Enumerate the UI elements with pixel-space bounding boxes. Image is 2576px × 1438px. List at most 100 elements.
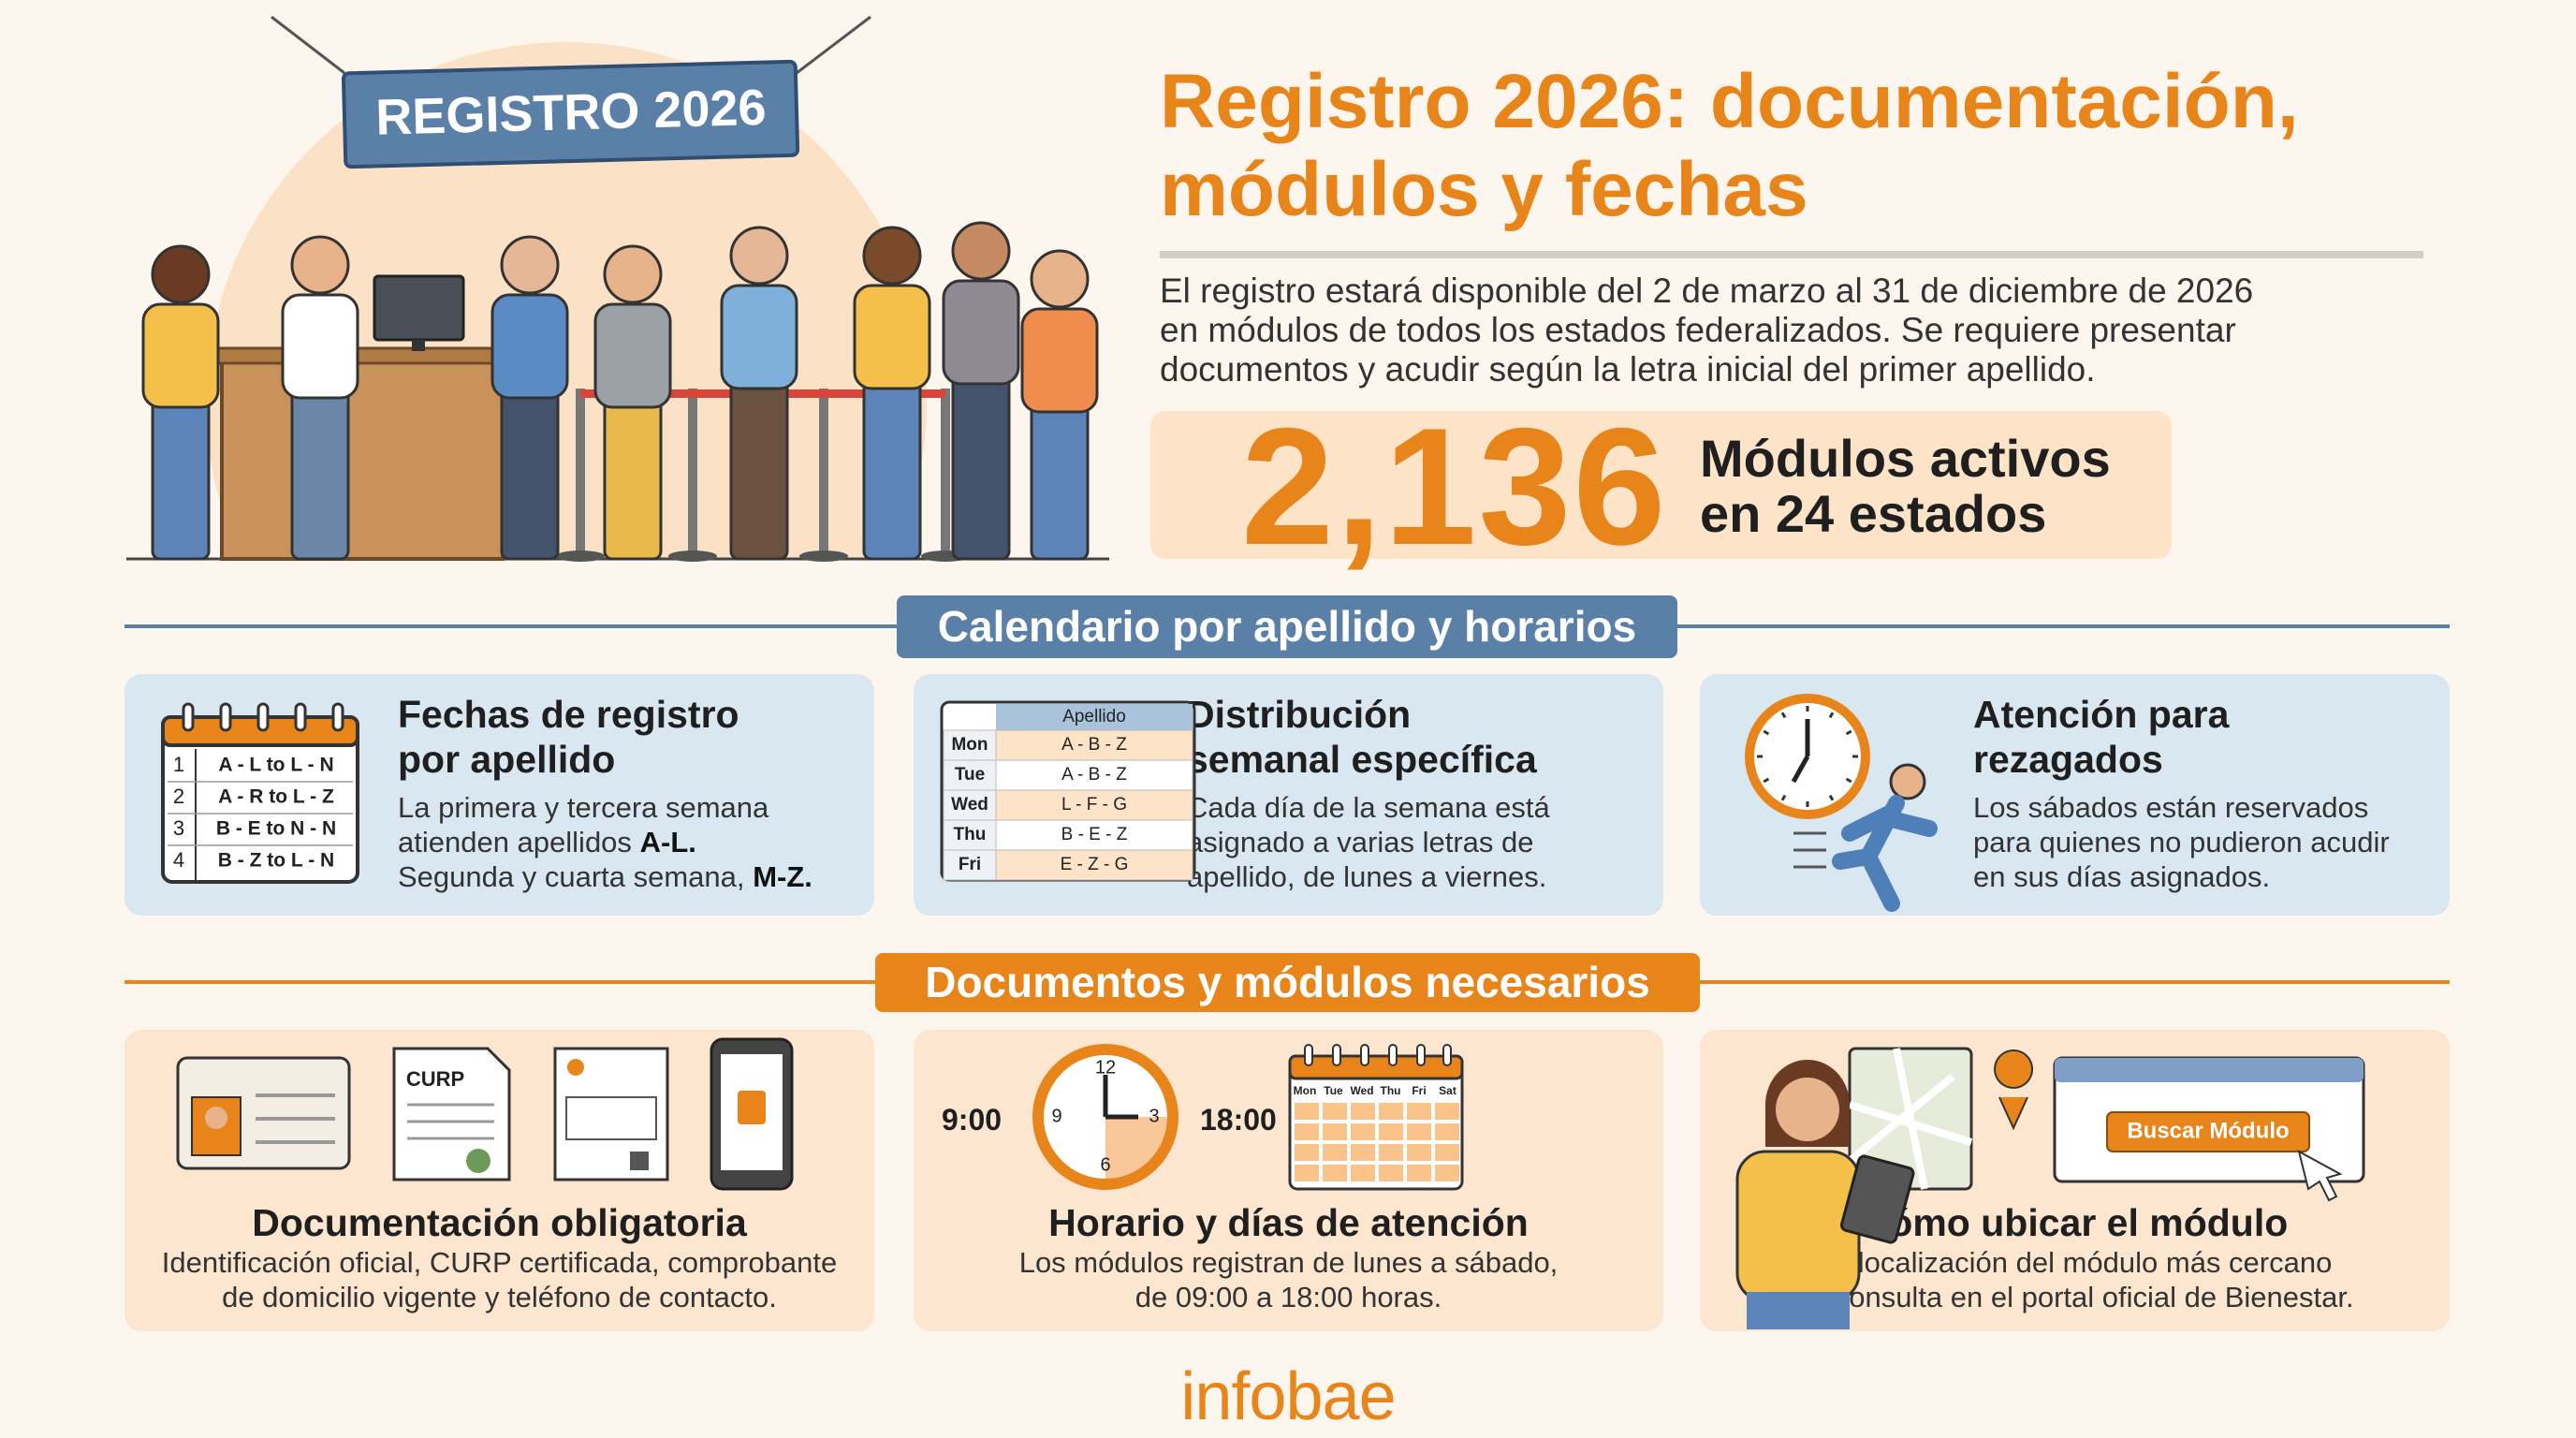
calendar-row-range: B - E to N - N — [216, 818, 336, 840]
card-text-line: asignado a varias letras de — [1187, 825, 1534, 859]
stanchion — [688, 389, 697, 557]
doc-seal — [466, 1149, 490, 1173]
week-cell — [1407, 1144, 1431, 1161]
card-text-bold: M-Z. — [753, 860, 812, 893]
card-title: Atención para — [1973, 693, 2230, 736]
person-body — [942, 279, 1020, 386]
card-title: semanal específica — [1187, 738, 1537, 781]
calendar-row-range: B - Z to L - N — [218, 850, 334, 872]
person-head — [603, 244, 663, 304]
stanchion-base — [556, 550, 605, 562]
search-button-text: Buscar Módulo — [2127, 1118, 2289, 1143]
monitor-stand — [412, 340, 425, 351]
proof-logo — [567, 1059, 584, 1076]
table-day: Fri — [959, 855, 981, 874]
weekly-table-icon: Apellido Mon A - B - Z Tue A - B - Z Wed L - F… — [940, 700, 1196, 882]
banner — [341, 59, 800, 169]
calendar-row-number: 1 — [173, 753, 184, 776]
person-head — [500, 235, 560, 295]
documents-card: Documentación obligatoria Identificación … — [124, 1030, 874, 1331]
table-day-cell — [943, 729, 997, 761]
calendar-ring — [182, 702, 195, 732]
card-title: rezagados — [1973, 738, 2163, 781]
clock-tick — [1763, 777, 1770, 784]
table-row — [995, 789, 1193, 821]
curp-label: CURP — [406, 1067, 464, 1091]
stanchion-base — [668, 550, 717, 562]
week-day: Fri — [1412, 1084, 1426, 1097]
card-text-line: Los módulos registran de lunes a sábado, — [1018, 1246, 1559, 1279]
card-text-line: en sus días asignados. — [1973, 859, 2270, 894]
calendar-icon: 1 A - L to L - N 2 A - R to L - Z 3 B - E to … — [161, 702, 359, 884]
card-title: Cómo ubicar el módulo — [1861, 1201, 2289, 1244]
clock-tick — [1780, 712, 1787, 719]
person-head — [862, 226, 922, 286]
card-text: en sus días asignados. — [1973, 860, 2271, 893]
table-row — [995, 759, 1193, 791]
card-text: La primera y tercera semana — [398, 791, 769, 824]
table-letters: L - F - G — [1061, 795, 1127, 814]
card-text: Segunda y cuarta semana, — [398, 860, 745, 893]
card-text: Cada día de la semana está — [1187, 791, 1550, 824]
person-head — [1030, 249, 1090, 309]
calendar-ring — [294, 702, 307, 732]
card-text: apellido, de lunes a viernes. — [1187, 860, 1547, 893]
intro-line: El registro estará disponible del 2 de m… — [1160, 271, 2254, 310]
curp-doc — [392, 1047, 511, 1181]
section-heading: Calendario por apellido y horarios — [897, 594, 1677, 658]
card-text-line: La primera y tercera semana — [398, 790, 768, 825]
schedule-card: Distribución semanal específica Cada día d… — [914, 674, 1663, 916]
clock-number: 9 — [1051, 1106, 1061, 1126]
banner-rope — [796, 15, 871, 75]
clock-tick — [1845, 729, 1852, 736]
title-line: Registro 2026: documentación, — [1160, 59, 2299, 144]
week-cell — [1379, 1144, 1403, 1161]
person-body — [593, 302, 672, 409]
week-cell — [1407, 1165, 1431, 1181]
card-title: por apellido — [398, 738, 616, 781]
card-text: atienden apellidos — [398, 826, 632, 858]
calendar-row-range: A - L to L - N — [218, 755, 333, 776]
phone-contact — [738, 1091, 766, 1124]
week-cell — [1351, 1144, 1375, 1161]
clock-tick — [1763, 729, 1770, 736]
card-text: para quienes no pudieron acudir — [1973, 826, 2390, 858]
section-heading: Documentos y módulos necesarios — [875, 952, 1700, 1012]
person-body — [141, 302, 220, 409]
desk-top — [212, 346, 513, 365]
table-day: Mon — [951, 735, 988, 755]
clock-number: 6 — [1100, 1154, 1110, 1175]
stanchion — [576, 389, 585, 557]
search-button — [2106, 1111, 2310, 1152]
table-row — [995, 849, 1193, 881]
documents-icons: CURP — [176, 1037, 794, 1191]
person-body — [1020, 307, 1099, 414]
person-legs — [862, 373, 922, 561]
person-body — [281, 293, 359, 400]
week-cell — [1379, 1103, 1403, 1120]
calendar-ring — [219, 702, 232, 732]
card-text-line: para quienes no pudieron acudir — [1973, 825, 2390, 859]
stanchion — [819, 389, 828, 557]
woman-head — [1776, 1078, 1839, 1141]
calendar-ring — [1360, 1044, 1369, 1066]
card-title: Fechas de registro — [398, 693, 739, 736]
documents-card: Horario y días de atención Los módulos re… — [914, 1030, 1663, 1331]
map-roads — [1847, 1048, 1973, 1190]
week-cell — [1379, 1123, 1403, 1140]
browser-bar — [2055, 1058, 2364, 1082]
footer-logo: infobae — [1180, 1359, 1396, 1434]
person-legs — [500, 382, 560, 561]
person-body — [490, 293, 569, 400]
banner-rope — [271, 15, 345, 75]
person-head — [951, 221, 1011, 281]
card-text-line: atienden apellidos A-L. — [398, 825, 696, 859]
card-text-line: Cada día de la semana está — [1187, 790, 1550, 825]
table-day: Wed — [951, 795, 988, 814]
tablet — [1840, 1154, 1915, 1244]
person-head — [729, 226, 789, 286]
intro-line: en módulos de todos los estados federali… — [1160, 311, 2236, 349]
week-cell — [1351, 1103, 1375, 1120]
week-cell — [1295, 1103, 1319, 1120]
